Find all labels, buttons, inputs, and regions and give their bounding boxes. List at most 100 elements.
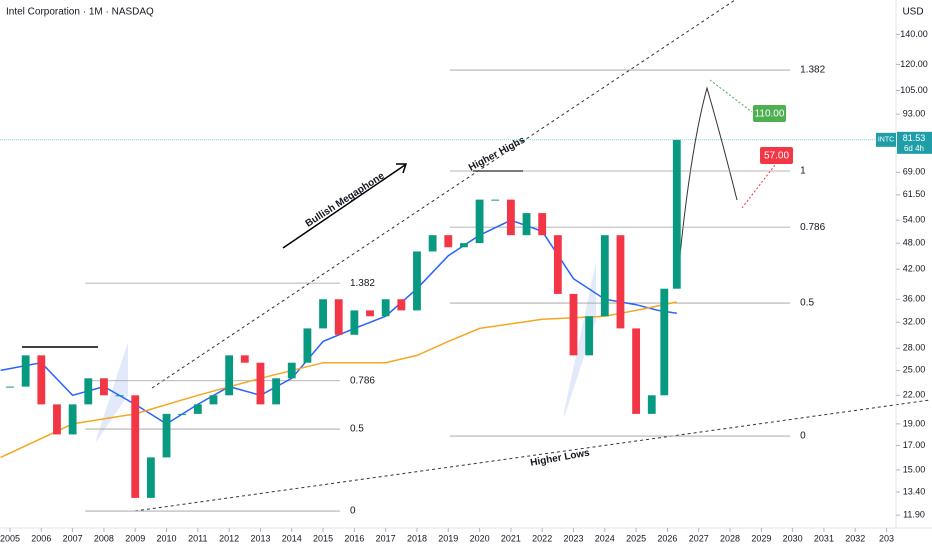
candle-body bbox=[616, 235, 625, 329]
candle-body bbox=[21, 355, 30, 387]
candle-body bbox=[647, 395, 656, 414]
y-tick-label: 22.00 bbox=[903, 390, 926, 400]
y-tick-label: 11.90 bbox=[903, 510, 925, 520]
candle-body bbox=[84, 378, 93, 405]
candle-body bbox=[37, 355, 46, 405]
x-tick-label: 2013 bbox=[250, 533, 270, 543]
y-tick-label: 28.00 bbox=[903, 343, 926, 353]
x-tick-label: 2020 bbox=[470, 533, 490, 543]
candle-body bbox=[660, 288, 669, 396]
countdown: 6d 4h bbox=[904, 144, 924, 153]
y-tick-label: 140.00 bbox=[900, 29, 928, 39]
x-tick-label: 2022 bbox=[532, 533, 552, 543]
candle-body bbox=[428, 235, 437, 252]
candle-body bbox=[209, 395, 218, 405]
candle-body bbox=[600, 235, 609, 317]
target-box bbox=[753, 105, 786, 122]
fib-label: 0.786 bbox=[350, 375, 375, 386]
y-tick-label: 120.00 bbox=[900, 59, 928, 69]
x-tick-label: 2029 bbox=[751, 533, 771, 543]
currency: USD bbox=[902, 7, 923, 18]
target-label: 110.00 bbox=[755, 109, 785, 120]
x-tick-label: 2027 bbox=[689, 533, 709, 543]
arrow-head bbox=[396, 163, 408, 174]
x-tick-label: 2021 bbox=[501, 533, 521, 543]
candle-body bbox=[240, 355, 249, 363]
last-price: 81.53 bbox=[903, 133, 926, 143]
candle-body bbox=[381, 299, 390, 317]
candle-body bbox=[334, 299, 343, 335]
candle-body bbox=[303, 328, 312, 363]
x-tick-label: 2023 bbox=[563, 533, 583, 543]
candle-body bbox=[6, 386, 14, 388]
candle-body bbox=[491, 199, 500, 201]
x-tick-label: 2012 bbox=[219, 533, 239, 543]
candle-body bbox=[632, 328, 641, 414]
candle-body bbox=[115, 395, 124, 397]
y-tick-label: 69.00 bbox=[903, 167, 926, 177]
y-tick-label: 105.00 bbox=[900, 85, 928, 95]
fib-label: 0 bbox=[350, 506, 356, 517]
candle-body bbox=[287, 362, 296, 379]
y-tick-label: 42.00 bbox=[903, 264, 926, 274]
x-tick-label: 2016 bbox=[344, 533, 364, 543]
x-tick-label: 2009 bbox=[125, 533, 145, 543]
x-tick-label: 2008 bbox=[94, 533, 114, 543]
candle-body bbox=[569, 293, 578, 356]
fib-label: 1.382 bbox=[800, 65, 825, 76]
fib-label: 1.382 bbox=[350, 278, 375, 289]
ticker: INTC bbox=[878, 137, 894, 144]
fib-label: 0 bbox=[800, 431, 806, 442]
candle-body bbox=[146, 457, 155, 498]
y-tick-label: 19.00 bbox=[903, 418, 926, 428]
x-tick-label: 2019 bbox=[438, 533, 458, 543]
target-label: 57.00 bbox=[764, 151, 789, 162]
x-tick-label: 2010 bbox=[157, 533, 177, 543]
fib-label: 0.786 bbox=[800, 222, 825, 233]
lower-trendline bbox=[134, 399, 931, 512]
candle-body bbox=[131, 395, 140, 498]
candle-body bbox=[193, 404, 202, 414]
candle-body bbox=[585, 316, 594, 356]
target-line bbox=[709, 79, 753, 113]
x-tick-label: 2028 bbox=[720, 533, 740, 543]
y-tick-label: 25.00 bbox=[903, 365, 926, 375]
y-tick-label: 15.00 bbox=[903, 464, 926, 474]
candle-body bbox=[272, 378, 281, 405]
x-tick-label: 2032 bbox=[845, 533, 865, 543]
candle-body bbox=[672, 139, 681, 289]
x-tick-label: 2031 bbox=[814, 533, 834, 543]
candle-body bbox=[366, 310, 374, 317]
x-tick-label: 2024 bbox=[595, 533, 615, 543]
x-tick-label: 2018 bbox=[407, 533, 427, 543]
y-tick-label: 36.00 bbox=[903, 294, 926, 304]
y-tick-label: 32.00 bbox=[903, 317, 926, 327]
target-line bbox=[741, 164, 776, 209]
price-box bbox=[897, 131, 932, 154]
y-tick-label: 13.40 bbox=[903, 486, 926, 496]
target-box bbox=[760, 147, 793, 164]
candle-body bbox=[178, 413, 187, 415]
x-tick-label: 2007 bbox=[63, 533, 83, 543]
x-tick-label: 2015 bbox=[313, 533, 333, 543]
candle-body bbox=[68, 404, 77, 435]
x-tick-label: 2030 bbox=[783, 533, 803, 543]
x-tick-label: 2011 bbox=[188, 533, 207, 543]
x-tick-label: 2005 bbox=[0, 533, 20, 543]
candle-body bbox=[162, 413, 171, 458]
y-tick-label: 93.00 bbox=[903, 109, 926, 119]
candle-body bbox=[460, 243, 468, 248]
x-tick-label: 2025 bbox=[626, 533, 646, 543]
candle-body bbox=[553, 235, 562, 294]
candle-body bbox=[413, 251, 421, 311]
y-tick-label: 17.00 bbox=[903, 440, 926, 450]
arrow bbox=[282, 164, 406, 249]
candle-body bbox=[506, 199, 515, 236]
fib-label: 0.5 bbox=[350, 424, 364, 435]
candle-body bbox=[225, 355, 234, 396]
flag-shade bbox=[564, 262, 596, 418]
candle-body bbox=[444, 235, 453, 248]
